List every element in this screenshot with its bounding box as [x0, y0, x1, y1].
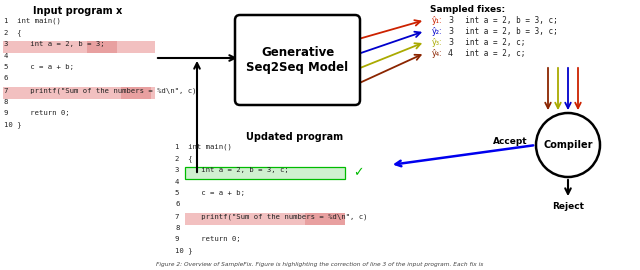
- FancyBboxPatch shape: [185, 213, 345, 224]
- Text: ŷ₃:: ŷ₃:: [432, 38, 443, 47]
- Text: 4: 4: [4, 52, 8, 59]
- Text: 9     return 0;: 9 return 0;: [175, 236, 241, 242]
- FancyBboxPatch shape: [87, 41, 117, 52]
- Text: 3: 3: [448, 16, 453, 25]
- Text: 10 }: 10 }: [175, 248, 193, 254]
- Text: 2  {: 2 {: [175, 156, 193, 162]
- Text: 5     c = a + b;: 5 c = a + b;: [4, 64, 74, 70]
- Text: ŷ₂:: ŷ₂:: [432, 27, 443, 36]
- Text: 7     printf("Sum of the numbers = %d\n", c): 7 printf("Sum of the numbers = %d\n", c): [175, 213, 367, 220]
- Text: Sampled fixes:: Sampled fixes:: [430, 5, 505, 14]
- Text: Reject: Reject: [552, 202, 584, 211]
- Text: ✓: ✓: [353, 166, 364, 179]
- Text: 7     printf("Sum of the numbers = %d\n", c): 7 printf("Sum of the numbers = %d\n", c): [4, 87, 196, 93]
- Text: Generative
Seq2Seq Model: Generative Seq2Seq Model: [246, 46, 349, 74]
- FancyBboxPatch shape: [3, 87, 155, 99]
- Text: Updated program: Updated program: [246, 132, 344, 142]
- Text: int a = 2, c;: int a = 2, c;: [456, 49, 525, 58]
- Text: 8: 8: [4, 99, 8, 104]
- Text: int a = 2, c;: int a = 2, c;: [456, 38, 525, 47]
- Circle shape: [536, 113, 600, 177]
- Text: 6: 6: [4, 76, 8, 82]
- Text: ŷ₄:: ŷ₄:: [432, 49, 443, 58]
- Text: 5     c = a + b;: 5 c = a + b;: [175, 190, 245, 196]
- Text: ŷ₁:: ŷ₁:: [432, 16, 443, 25]
- Text: 3: 3: [448, 38, 453, 47]
- FancyBboxPatch shape: [121, 87, 151, 99]
- Text: 1  int main(): 1 int main(): [175, 144, 232, 150]
- FancyBboxPatch shape: [235, 15, 360, 105]
- Text: int a = 2, b = 3, c;: int a = 2, b = 3, c;: [456, 27, 557, 36]
- Text: 4: 4: [175, 178, 179, 184]
- Text: 3     int a = 2, b = 3;: 3 int a = 2, b = 3;: [4, 41, 104, 47]
- Text: 10 }: 10 }: [4, 122, 22, 128]
- Text: 3     int a = 2, b = 3, c;: 3 int a = 2, b = 3, c;: [175, 167, 289, 173]
- FancyBboxPatch shape: [3, 41, 155, 52]
- FancyBboxPatch shape: [305, 213, 345, 224]
- Text: 1  int main(): 1 int main(): [4, 18, 61, 25]
- Text: 2  {: 2 {: [4, 29, 22, 36]
- Text: 6: 6: [175, 201, 179, 208]
- Text: int a = 2, b = 3, c;: int a = 2, b = 3, c;: [456, 16, 557, 25]
- Text: 9     return 0;: 9 return 0;: [4, 110, 70, 116]
- Text: 8: 8: [175, 224, 179, 231]
- FancyBboxPatch shape: [185, 167, 345, 178]
- Text: Input program x: Input program x: [33, 6, 123, 16]
- Text: 4: 4: [448, 49, 453, 58]
- Text: Figure 2: Overview of SampleFix. Figure is highlighting the correction of line 3: Figure 2: Overview of SampleFix. Figure …: [156, 262, 484, 267]
- Text: Accept: Accept: [493, 137, 528, 146]
- Text: Compiler: Compiler: [543, 140, 593, 150]
- Text: 3: 3: [448, 27, 453, 36]
